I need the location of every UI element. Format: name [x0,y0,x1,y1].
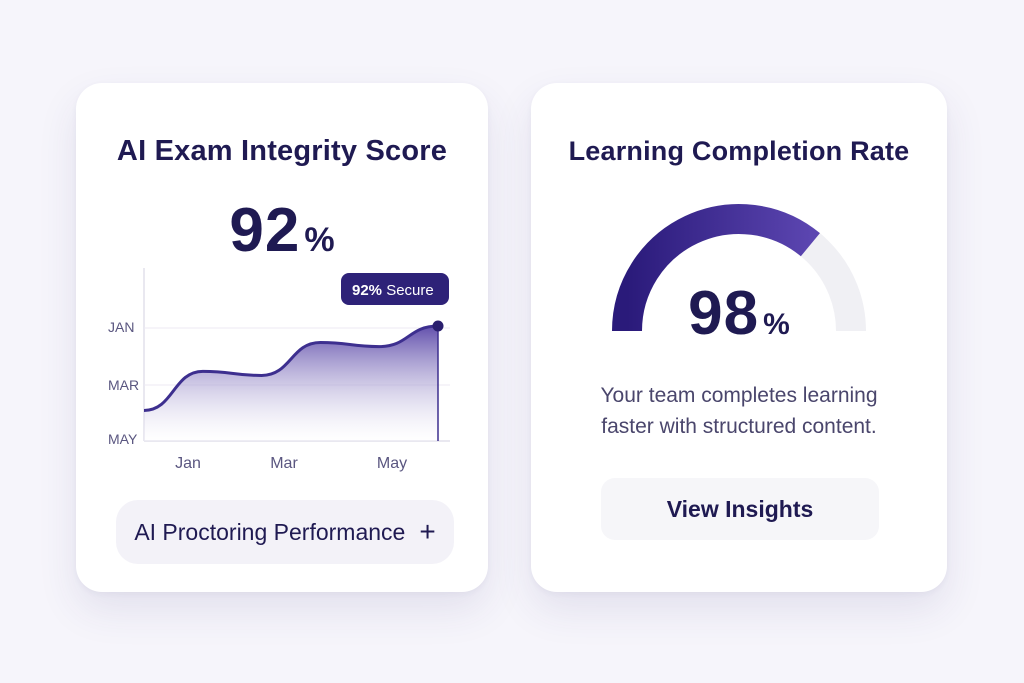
completion-rate-number: 98 [688,279,760,348]
completion-rate-value: 98% [531,278,947,349]
integrity-score-value: 92% [76,195,488,266]
series-line [143,324,439,412]
integrity-area-chart: JAN MAR MAY Jan Mar May 92% Secure [108,268,450,472]
gauge-fill [612,204,820,332]
series-area [144,326,438,441]
view-insights-button[interactable]: View Insights [601,478,879,540]
completion-description-line-1: Your team completes learning [600,384,878,407]
x-tick-label: Jan [175,455,201,472]
completion-gauge [612,204,866,332]
plus-icon: + [419,516,436,547]
integrity-score-number: 92 [229,196,301,265]
tooltip-text: 92% Secure [352,282,434,299]
integrity-score-unit: % [304,221,335,259]
completion-description-line-2: faster with structured content. [601,415,877,438]
y-tick-label: JAN [108,319,134,335]
proctoring-performance-label: AI Proctoring Performance [134,518,406,545]
y-tick-label: MAR [108,377,139,393]
x-tick-label: May [377,455,407,472]
y-tick-label: MAY [108,431,138,447]
proctoring-performance-button[interactable]: AI Proctoring Performance + [116,500,454,564]
x-tick-label: Mar [270,455,298,472]
value-tooltip [341,273,449,305]
view-insights-label: View Insights [666,495,814,522]
completion-rate-unit: % [763,308,790,341]
completion-description: Your team completes learning faster with… [561,380,917,442]
integrity-card-title: AI Exam Integrity Score [116,135,448,167]
completion-rate-card: Learning Completion Rate 98% Your team c… [531,83,947,592]
integrity-score-card: AI Exam Integrity Score 92% JAN MAR MAY Jan… [76,83,488,592]
completion-card-title: Learning Completion Rate [568,136,910,166]
current-value-point [432,320,444,332]
